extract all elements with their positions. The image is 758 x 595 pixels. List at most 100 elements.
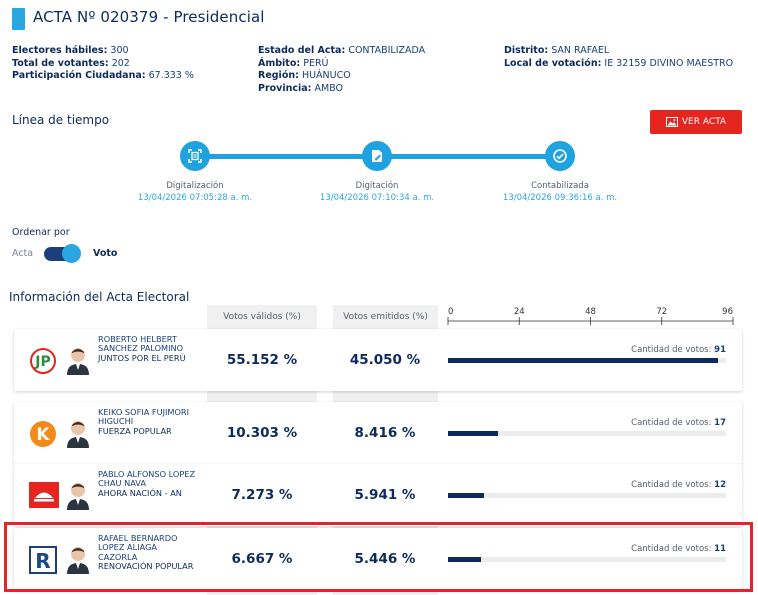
fuerza-popular-logo: K bbox=[29, 420, 57, 452]
ver-acta-label: VER ACTA bbox=[681, 117, 727, 127]
votos-validos-pct: 6.667 % bbox=[231, 551, 293, 567]
provincia-value: AMBO bbox=[314, 82, 344, 94]
votes-count: 11 bbox=[714, 544, 726, 554]
votes-count: 91 bbox=[714, 345, 726, 355]
estado-value: CONTABILIZADA bbox=[348, 45, 426, 56]
electores-value: 300 bbox=[110, 45, 129, 56]
axis-tick-label: 72 bbox=[656, 307, 667, 317]
timeline-step-date: 13/04/2026 07:10:34 a. m. bbox=[319, 193, 435, 203]
col-header-emitidos: Votos emitidos (%) bbox=[343, 312, 428, 322]
col-header-validos: Votos válidos (%) bbox=[223, 312, 301, 322]
votos-emitidos-pct: 5.446 % bbox=[354, 551, 416, 567]
votos-emitidos-pct: 45.050 % bbox=[349, 352, 421, 368]
info-column-1: Electores hábiles: 300 Total de votantes… bbox=[12, 45, 194, 83]
svg-text:JP: JP bbox=[34, 354, 50, 370]
timeline-step-date: 13/04/2026 07:05:28 a. m. bbox=[137, 193, 253, 203]
participacion-value: 67.333 % bbox=[148, 70, 194, 81]
votes-prefix: Cantidad de votos: bbox=[631, 345, 712, 355]
local-label: Local de votación: bbox=[504, 57, 602, 69]
votantes-value: 202 bbox=[111, 57, 130, 69]
estado-label: Estado del Acta: bbox=[258, 45, 346, 56]
renovacion-popular-logo: R bbox=[29, 546, 57, 578]
sort-option-acta[interactable]: Acta bbox=[12, 248, 34, 259]
image-icon bbox=[665, 117, 678, 127]
candidate-info: RAFAEL BERNARDO LOPEZ ALIAGA CAZORLA RENO… bbox=[98, 533, 198, 571]
page-title: ACTA Nº 020379 - Presidencial bbox=[33, 8, 265, 26]
info-column-3: Distrito: SAN RAFAEL Local de votación: … bbox=[504, 45, 733, 70]
timeline-step-label: Digitalización bbox=[166, 181, 224, 191]
timeline-step-date: 13/04/2026 09:36:16 a. m. bbox=[502, 193, 618, 203]
candidate-info: KEIKO SOFIA FUJIMORI HIGUCHI FUERZA POPUL… bbox=[98, 407, 198, 436]
candidate-party: JUNTOS POR EL PERÚ bbox=[98, 352, 186, 363]
axis-tick-label: 24 bbox=[514, 307, 525, 317]
votos-validos-pct: 10.303 % bbox=[226, 425, 298, 441]
ahora-nacion-logo bbox=[29, 482, 59, 512]
ambito-value: PERÚ bbox=[303, 57, 329, 69]
votes-count-label: Cantidad de votos: 17 bbox=[560, 418, 726, 428]
votes-bar-fill bbox=[448, 557, 481, 562]
timeline-step-digitacion: Digitación 13/04/2026 07:10:34 a. m. bbox=[297, 180, 457, 204]
info-column-2: Estado del Acta: CONTABILIZADA Ámbito: P… bbox=[258, 45, 425, 95]
highlight-box bbox=[4, 522, 753, 592]
candidate-party: FUERZA POPULAR bbox=[98, 425, 172, 436]
results-title: Información del Acta Electoral bbox=[9, 290, 190, 304]
votes-count: 17 bbox=[714, 418, 726, 428]
votes-prefix: Cantidad de votos: bbox=[631, 418, 712, 428]
candidate-name: ROBERTO HELBERT SANCHEZ PALOMINO bbox=[98, 334, 184, 354]
votes-bar-track bbox=[448, 431, 726, 436]
candidate-photo bbox=[64, 544, 92, 574]
timeline-step-contabilizada: Contabilizada 13/04/2026 09:36:16 a. m. bbox=[480, 180, 640, 204]
ambito-label: Ámbito: bbox=[258, 57, 301, 69]
svg-text:K: K bbox=[36, 425, 50, 445]
votes-bar-track bbox=[448, 557, 726, 562]
candidate-info: ROBERTO HELBERT SANCHEZ PALOMINO JUNTOS P… bbox=[98, 334, 198, 363]
sort-title: Ordenar por bbox=[12, 227, 70, 238]
votes-bar-fill bbox=[448, 358, 718, 363]
local-value: IE 32159 DIVINO MAESTRO bbox=[604, 57, 734, 69]
votes-bar-fill bbox=[448, 493, 484, 498]
votes-count-label: Cantidad de votos: 11 bbox=[560, 544, 726, 554]
sort-toggle-knob[interactable] bbox=[62, 244, 81, 263]
candidate-photo bbox=[64, 418, 92, 448]
votes-prefix: Cantidad de votos: bbox=[631, 480, 712, 490]
axis-tick-label: 48 bbox=[585, 307, 596, 317]
candidate-name: PABLO ALFONSO LOPEZ CHAU NAVA bbox=[98, 469, 196, 489]
candidate-info: PABLO ALFONSO LOPEZ CHAU NAVA AHORA NACIÓ… bbox=[98, 469, 198, 498]
axis-tick-label: 0 bbox=[448, 307, 453, 317]
votes-count-label: Cantidad de votos: 91 bbox=[560, 345, 726, 355]
ver-acta-button[interactable]: VER ACTA bbox=[650, 110, 742, 134]
edit-document-icon bbox=[362, 141, 392, 171]
votos-validos-pct: 55.152 % bbox=[226, 352, 298, 368]
candidate-name: RAFAEL BERNARDO LOPEZ ALIAGA CAZORLA bbox=[98, 533, 178, 562]
sort-option-voto[interactable]: Voto bbox=[93, 248, 118, 259]
votes-axis: 0 24 48 72 96 bbox=[447, 307, 734, 325]
candidate-photo bbox=[64, 345, 92, 375]
electores-label: Electores hábiles: bbox=[12, 45, 108, 56]
distrito-value: SAN RAFAEL bbox=[551, 45, 610, 56]
votos-emitidos-pct: 5.941 % bbox=[354, 487, 416, 503]
region-label: Región: bbox=[258, 70, 299, 81]
distrito-label: Distrito: bbox=[504, 45, 549, 56]
votes-bar-track bbox=[448, 493, 726, 498]
candidate-party: AHORA NACIÓN - AN bbox=[98, 487, 182, 498]
votos-validos-pct: 7.273 % bbox=[231, 487, 293, 503]
axis-tick-label: 96 bbox=[722, 307, 733, 317]
timeline-step-digitalizacion: Digitalización 13/04/2026 07:05:28 a. m. bbox=[115, 180, 275, 204]
provincia-label: Provincia: bbox=[258, 82, 312, 94]
check-circle-icon bbox=[545, 141, 575, 171]
votes-bar-fill bbox=[448, 431, 498, 436]
timeline-step-label: Digitación bbox=[355, 181, 399, 191]
votos-emitidos-pct: 8.416 % bbox=[354, 425, 416, 441]
candidate-party: RENOVACIÓN POPULAR bbox=[98, 560, 194, 571]
votes-count-label: Cantidad de votos: 12 bbox=[560, 480, 726, 490]
scan-icon bbox=[180, 141, 210, 171]
juntos-por-el-peru-logo: JP bbox=[29, 347, 57, 379]
region-value: HUÁNUCO bbox=[301, 70, 351, 81]
timeline-title: Línea de tiempo bbox=[12, 113, 110, 127]
title-accent-bar bbox=[12, 8, 25, 30]
votantes-label: Total de votantes: bbox=[12, 57, 109, 69]
votes-count: 12 bbox=[714, 480, 726, 490]
participacion-label: Participación Ciudadana: bbox=[12, 70, 146, 81]
votes-prefix: Cantidad de votos: bbox=[631, 544, 712, 554]
timeline-step-label: Contabilizada bbox=[531, 181, 589, 191]
